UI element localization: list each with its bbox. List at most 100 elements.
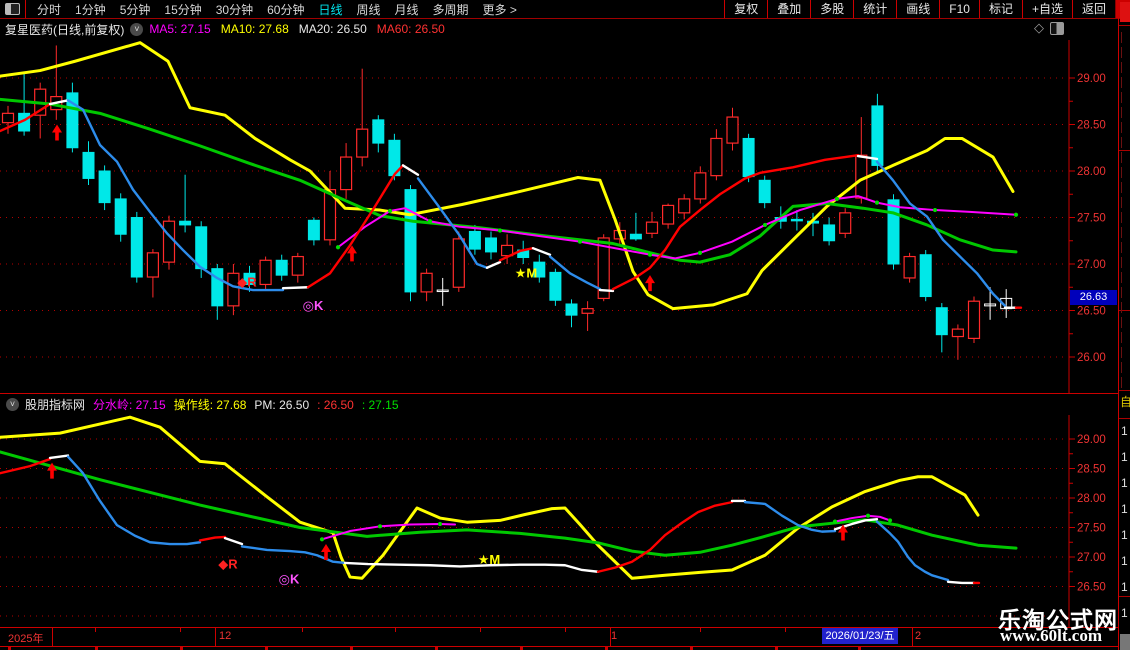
candle-body (565, 303, 578, 316)
indicator-value: PM: 26.50 (254, 398, 310, 412)
axis-tick (180, 628, 181, 632)
candle-body (903, 255, 916, 279)
ma-label: MA10: 27.68 (220, 22, 289, 36)
buy-arrow-marker (838, 524, 848, 541)
toolbar-button-标记[interactable]: 标记 (978, 0, 1022, 18)
toolbar-button-画线[interactable]: 画线 (896, 0, 939, 18)
strip-divider (1119, 418, 1130, 419)
y-axis-label: 26.50 (1077, 306, 1106, 318)
line-dot (377, 524, 383, 529)
line-分水岭-洋红a (321, 522, 456, 541)
strip-glyph-fragment (1121, 197, 1129, 208)
strip-digit: 1 (1121, 528, 1128, 542)
composite-segment (66, 99, 285, 292)
composite-segment (66, 455, 202, 546)
toolbar-button-多股[interactable]: 多股 (810, 0, 853, 18)
panel-divider[interactable] (0, 393, 1118, 394)
composite-segment (198, 535, 227, 542)
toolbar-button-+自选[interactable]: +自选 (1021, 0, 1072, 18)
candle-body (195, 226, 208, 270)
toolbar-button-F10[interactable]: F10 (939, 0, 979, 18)
candle-body (597, 237, 610, 300)
candle-body (694, 172, 707, 200)
strip-accent-glyph: 自 (1120, 393, 1130, 410)
chevron-down-icon[interactable]: ˅ (130, 22, 144, 36)
y-axis-label: 27.00 (1077, 552, 1106, 564)
candle-body (839, 212, 852, 234)
toolbar-button-统计[interactable]: 统计 (853, 0, 896, 18)
strip-digit: 1 (1121, 424, 1128, 438)
strip-scroll-block[interactable] (1120, 634, 1130, 650)
composite-segment (223, 536, 244, 546)
panel-split-icon[interactable] (1050, 22, 1064, 35)
y-axis-label: 26.00 (1077, 352, 1106, 364)
menu-item-1分钟[interactable]: 1分钟 (75, 2, 106, 17)
strip-digit: 1 (1121, 606, 1128, 620)
candle-body (66, 92, 79, 149)
menu-item-15分钟[interactable]: 15分钟 (164, 2, 202, 17)
menu-item-周线[interactable]: 周线 (356, 2, 381, 17)
axis-tick (95, 628, 96, 632)
strip-glyph-fragment (1121, 287, 1129, 298)
indicator-chart[interactable]: 29.00 28.50 28.00 27.50 27.00 26.50 ◆R ◎K ★M (0, 415, 1130, 627)
candle-body (452, 238, 465, 288)
composite-segment (548, 255, 602, 291)
cutoff-tick (775, 647, 778, 650)
title-right-icons: ◇ (1034, 20, 1064, 36)
candle-body (887, 199, 900, 265)
right-side-strip[interactable]: 自 1 1 1 1 1 1 1 1 (1118, 0, 1130, 650)
strip-digit: 1 (1121, 476, 1128, 490)
strip-glyph-fragment (1121, 212, 1129, 223)
menu-item-日线[interactable]: 日线 (318, 2, 343, 17)
menu-item-30分钟[interactable]: 30分钟 (215, 2, 254, 17)
toolbar-button-返回[interactable]: 返回 (1071, 0, 1115, 18)
composite-segment (498, 246, 535, 262)
cutoff-tick (265, 647, 268, 650)
composite-segment (48, 454, 70, 460)
candle-body (227, 272, 240, 307)
line-dot (427, 219, 433, 224)
menu-item-分时[interactable]: 分时 (37, 2, 62, 17)
y-axis-label: 27.50 (1077, 523, 1106, 535)
composite-segment (743, 500, 837, 533)
menu-item-更多 >[interactable]: 更多 > (482, 2, 517, 17)
strip-divider (1119, 25, 1130, 26)
signal-marker: ◎K (303, 298, 324, 313)
composite-segment (401, 164, 420, 176)
cutoff-tick (605, 647, 608, 650)
axis-tick (480, 628, 481, 632)
buy-arrow-marker (52, 124, 62, 141)
diamond-icon[interactable]: ◇ (1034, 20, 1044, 35)
signal-marker: ★M (478, 552, 500, 567)
line-dot (647, 252, 653, 257)
composite-segment (0, 102, 52, 133)
axis-separator (912, 628, 913, 646)
composite-segment (485, 260, 502, 269)
candle-body (951, 328, 965, 338)
buy-arrow-marker (321, 544, 332, 561)
x-axis[interactable]: 2025年 12 1 2 2026/01/23/五 (0, 627, 1118, 647)
menu-item-多周期[interactable]: 多周期 (432, 2, 469, 17)
indicator-value: 分水岭: 27.15 (93, 398, 166, 412)
y-axis-label: 28.50 (1077, 464, 1106, 476)
composite-segment (875, 160, 1007, 308)
indicator-value: 操作线: 27.68 (173, 398, 247, 412)
candle-body (275, 259, 288, 276)
strip-glyph-fragment (1121, 332, 1129, 343)
candle-body (98, 170, 111, 204)
toolbar-button-叠加[interactable]: 叠加 (767, 0, 810, 18)
strip-glyph-fragment (1121, 182, 1129, 193)
axis-separator (52, 628, 53, 646)
last-price-tag: 26.63 (1070, 290, 1117, 305)
menu-item-60分钟[interactable]: 60分钟 (267, 2, 305, 17)
menu-item-月线[interactable]: 月线 (394, 2, 419, 17)
candle-body (533, 261, 546, 278)
main-candle-chart[interactable]: 29.00 28.50 28.00 27.50 27.00 26.50 26.00 ◆R ◎K ★… (0, 40, 1130, 393)
candle-body (114, 198, 127, 235)
menu-item-5分钟[interactable]: 5分钟 (119, 2, 151, 17)
chevron-down-icon[interactable]: ˅ (6, 398, 19, 411)
toolbar-button-复权[interactable]: 复权 (724, 0, 767, 18)
composite-segment (281, 286, 310, 290)
line-均线-绿 (0, 97, 1018, 264)
window-layout-icon[interactable] (5, 3, 20, 15)
